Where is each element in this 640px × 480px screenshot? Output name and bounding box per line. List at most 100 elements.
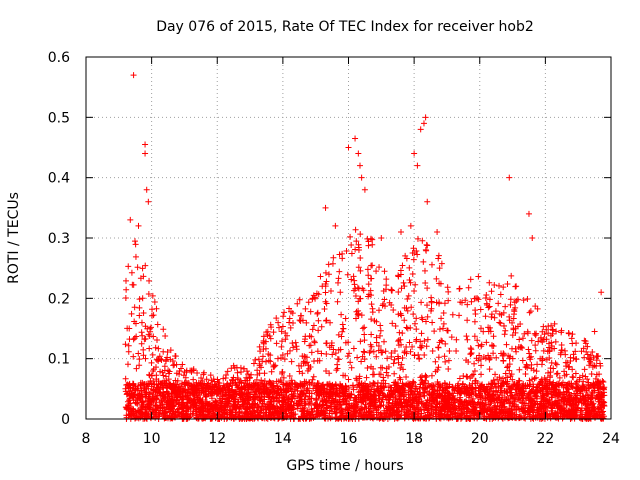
data-point [397, 267, 404, 274]
data-point [424, 336, 431, 343]
data-point [600, 415, 607, 422]
data-point [420, 400, 427, 407]
data-point [475, 387, 482, 394]
y-tick-label: 0.2 [48, 291, 70, 307]
data-point [598, 390, 605, 397]
data-point [296, 296, 303, 303]
data-point [566, 363, 573, 370]
data-point [440, 406, 447, 413]
data-point [428, 372, 435, 379]
data-point [368, 301, 375, 308]
data-point [413, 326, 420, 333]
data-point [126, 336, 133, 343]
data-point [573, 388, 580, 395]
data-point [339, 250, 346, 257]
data-point [352, 315, 359, 322]
data-point [478, 341, 485, 348]
data-point [483, 383, 490, 390]
data-point [397, 392, 404, 399]
data-point [434, 380, 441, 387]
data-point [366, 408, 373, 415]
data-point [464, 301, 471, 308]
data-point [509, 319, 516, 326]
data-point [128, 310, 135, 317]
data-point [302, 336, 309, 343]
data-point [475, 273, 482, 280]
data-point [408, 304, 415, 311]
data-point [396, 329, 403, 336]
data-point [386, 299, 393, 306]
data-point [500, 351, 507, 358]
data-point [484, 394, 491, 401]
data-point [410, 256, 417, 263]
data-point [133, 333, 140, 340]
data-point [256, 386, 263, 393]
data-point [593, 352, 600, 359]
data-point [437, 280, 444, 287]
data-point [568, 335, 575, 342]
data-point [495, 384, 502, 391]
data-point [187, 392, 194, 399]
data-point [422, 280, 429, 287]
data-point [373, 353, 380, 360]
data-point [545, 330, 552, 337]
data-point [245, 371, 252, 378]
data-point [530, 412, 537, 419]
data-point [529, 376, 536, 383]
data-point [333, 414, 340, 421]
data-point [156, 389, 163, 396]
data-point [414, 251, 421, 258]
data-point [482, 294, 489, 301]
data-point [259, 358, 266, 365]
data-point [476, 352, 483, 359]
data-point [492, 404, 499, 411]
data-point [370, 365, 377, 372]
data-point [501, 331, 508, 338]
data-point [332, 350, 339, 357]
data-point [321, 305, 328, 312]
data-point [573, 395, 580, 402]
data-point [525, 408, 532, 415]
data-point [132, 387, 139, 394]
data-point [486, 366, 493, 373]
data-point [298, 407, 305, 414]
data-point [468, 385, 475, 392]
data-point [442, 358, 449, 365]
y-tick-label: 0.5 [48, 110, 70, 126]
data-point [593, 412, 600, 419]
data-point [497, 291, 504, 298]
data-point [282, 336, 289, 343]
data-point [427, 397, 434, 404]
y-axis-label: ROTI / TECUs [6, 192, 22, 284]
data-point [165, 376, 172, 383]
data-point [511, 299, 518, 306]
data-point [305, 365, 312, 372]
data-point [246, 404, 253, 411]
data-point [135, 350, 142, 357]
data-point [456, 411, 463, 418]
data-point [347, 233, 354, 240]
data-point [551, 320, 558, 327]
data-point [154, 413, 161, 420]
data-point [342, 382, 349, 389]
data-point [323, 367, 330, 374]
data-point [440, 325, 447, 332]
data-point [286, 305, 293, 312]
data-point [497, 409, 504, 416]
data-point [532, 374, 539, 381]
data-point [139, 397, 146, 404]
data-point [224, 380, 231, 387]
data-point [601, 399, 608, 406]
data-point [130, 380, 137, 387]
data-point [207, 389, 214, 396]
data-point [530, 402, 537, 409]
data-point [330, 385, 337, 392]
data-point [434, 394, 441, 401]
data-point [508, 345, 515, 352]
data-point [128, 408, 135, 415]
data-point [299, 383, 306, 390]
data-point [454, 382, 461, 389]
data-point [339, 321, 346, 328]
data-point [423, 247, 430, 254]
data-point [323, 317, 330, 324]
